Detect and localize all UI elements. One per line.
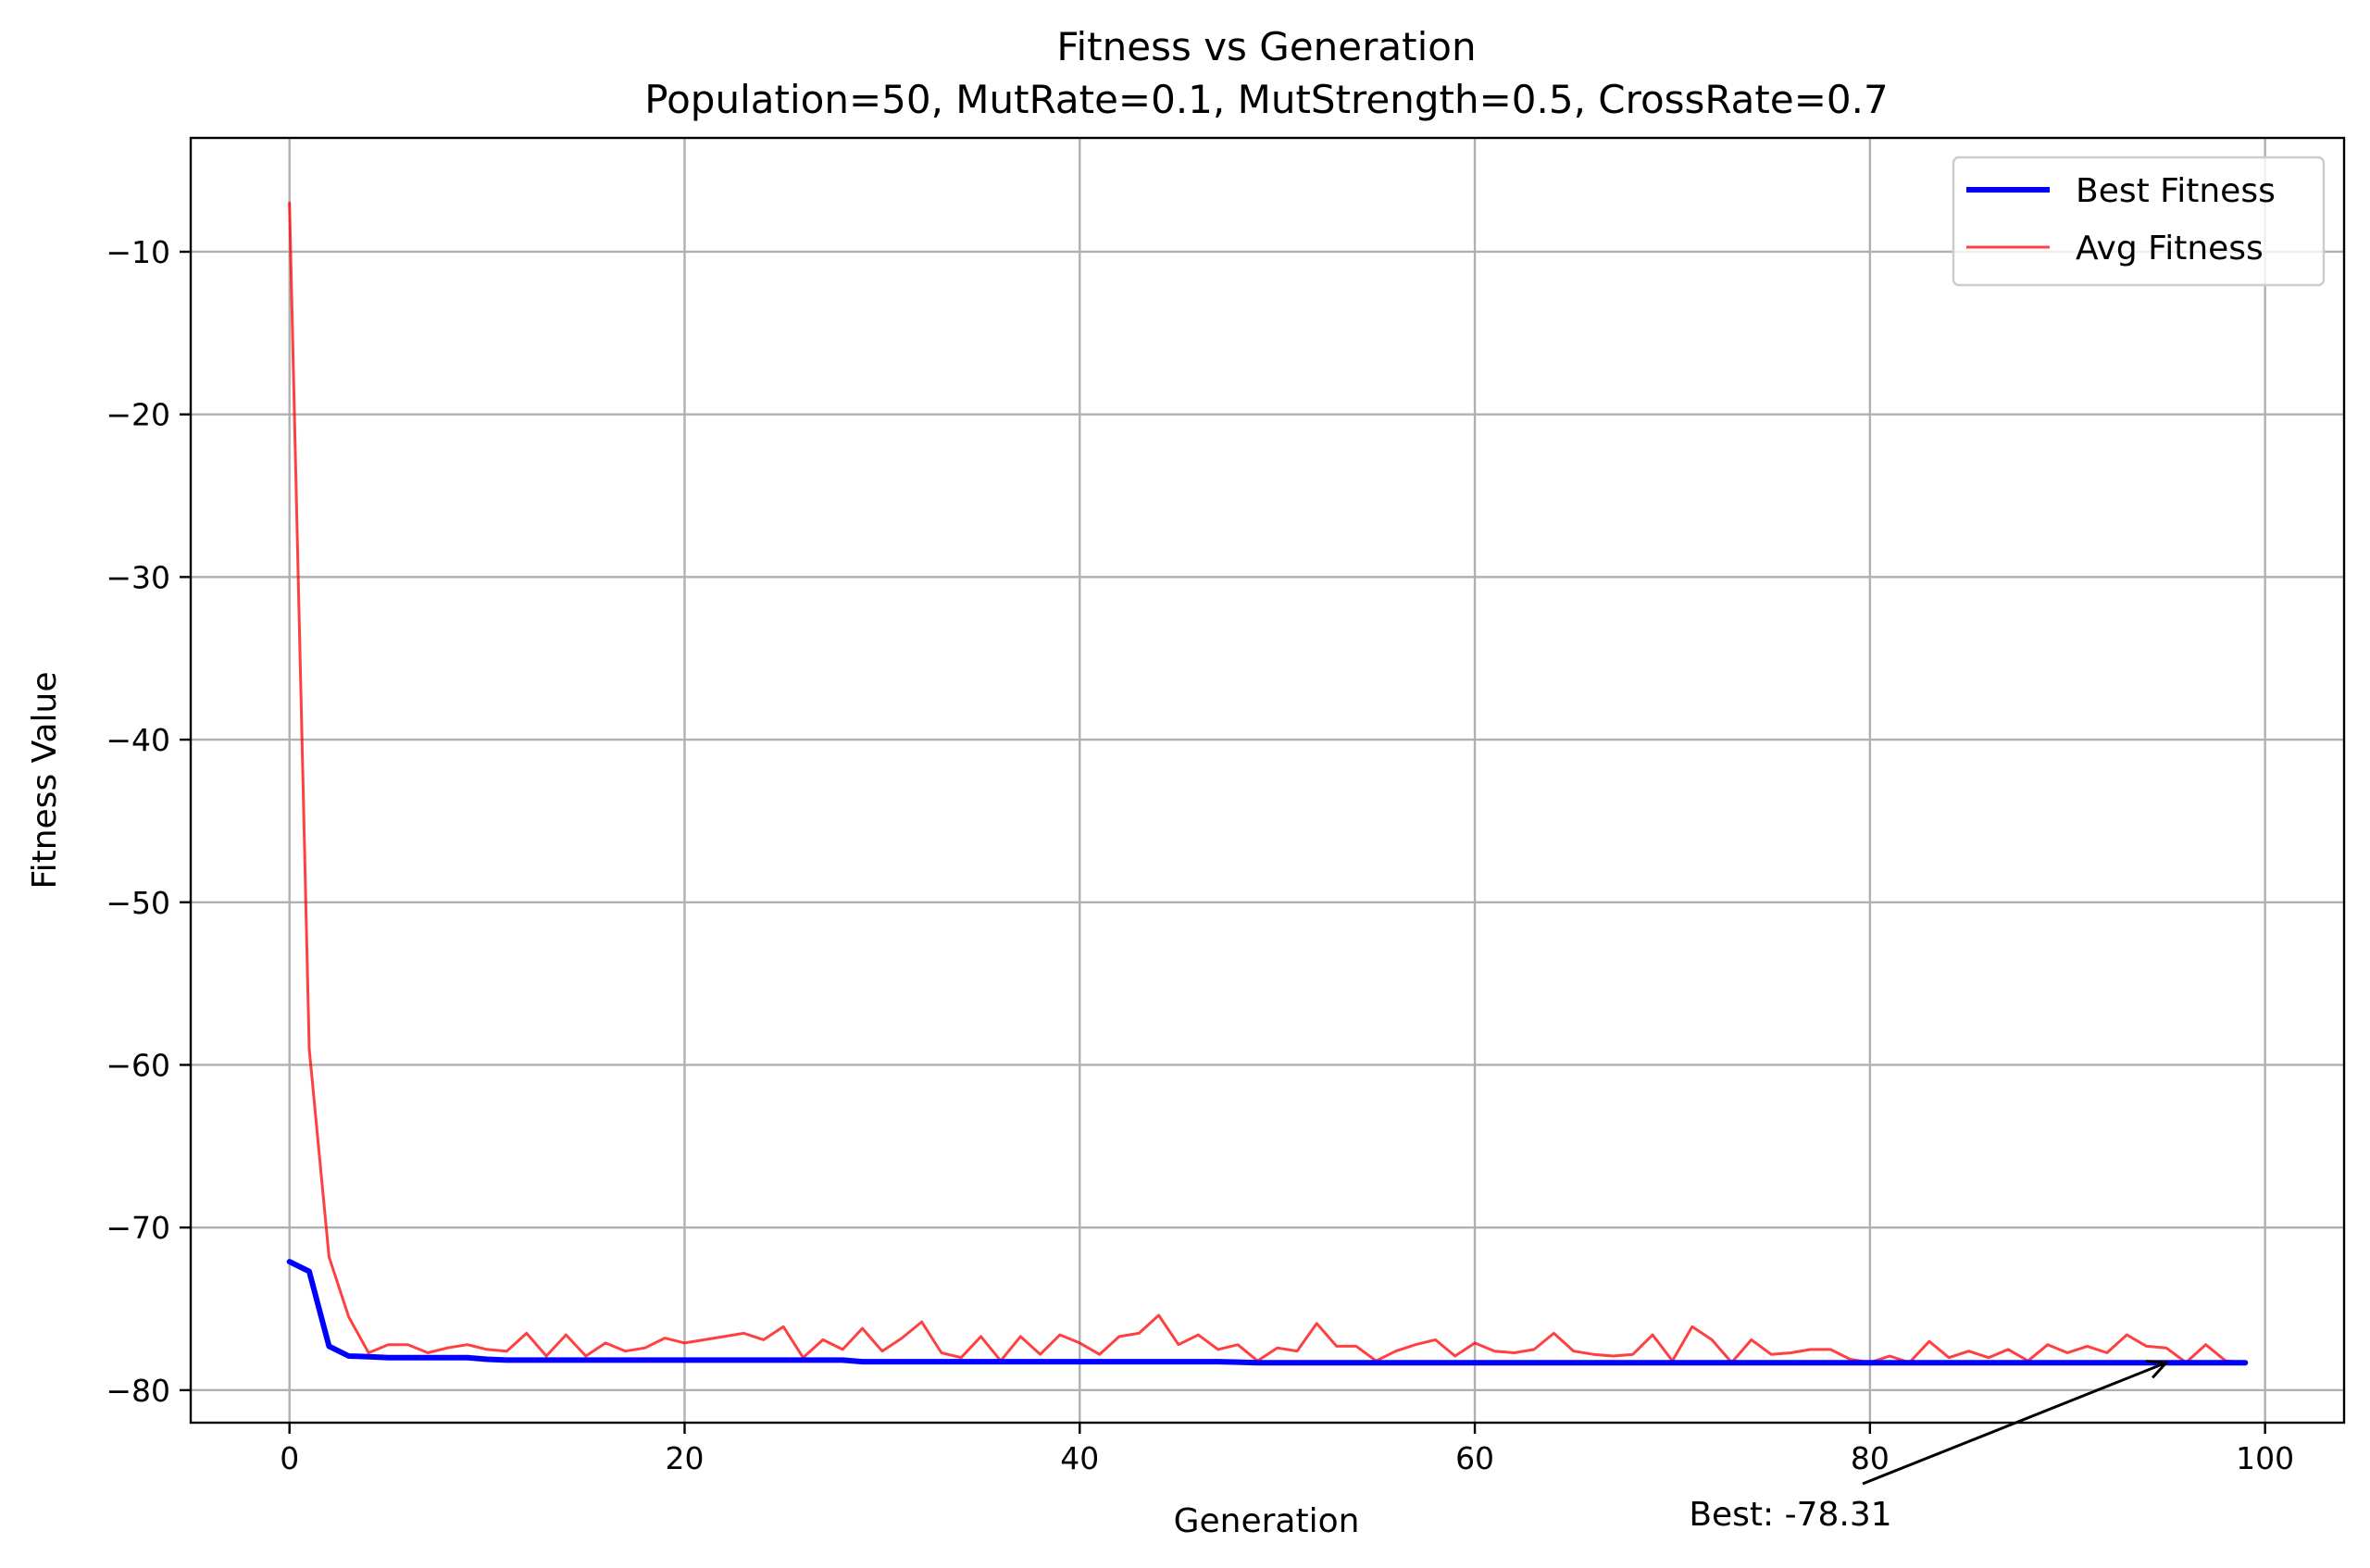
legend: Best Fitness Avg Fitness [1952,156,2326,287]
y-tick-label: −60 [106,1047,170,1083]
series-layer [286,201,2249,1366]
x-tick-label: 40 [1060,1440,1099,1476]
plot-frame [189,136,2346,1425]
annotation-text: Best: -78.31 [1689,1496,1891,1534]
x-axis-label: Generation [1174,1502,1360,1540]
x-tick-label: 0 [280,1440,299,1476]
legend-label-best-fitness: Best Fitness [2076,172,2276,210]
x-tick-label: 100 [2236,1440,2294,1476]
best-annotation: Best: -78.31 [1689,1360,2170,1534]
x-tick-label: 80 [1851,1440,1890,1476]
x-axis-ticks: 0 20 40 60 80 100 [280,1423,2294,1476]
y-tick-label: −30 [106,559,170,595]
chart-subtitle: Population=50, MutRate=0.1, MutStrength=… [644,77,1888,122]
y-tick-label: −20 [106,397,170,433]
annotation-arrow [1862,1361,2167,1486]
y-axis-label: Fitness Value [26,672,64,890]
series-line-best-fitness [286,1259,2249,1366]
y-axis-ticks: −10 −20 −30 −40 −50 −60 −70 −80 [106,234,191,1409]
x-tick-label: 20 [665,1440,704,1476]
legend-label-avg-fitness: Avg Fitness [2076,230,2264,268]
y-tick-label: −80 [106,1373,170,1409]
y-tick-label: −40 [106,722,170,758]
series-line-avg-fitness [288,201,2247,1364]
grid-lines [191,138,2344,1423]
y-tick-label: −10 [106,234,170,270]
x-tick-label: 60 [1455,1440,1494,1476]
y-tick-label: −50 [106,885,170,921]
annotation-arrowhead [2145,1360,2170,1379]
y-tick-label: −70 [106,1210,170,1246]
chart-title: Fitness vs Generation [1056,24,1476,69]
